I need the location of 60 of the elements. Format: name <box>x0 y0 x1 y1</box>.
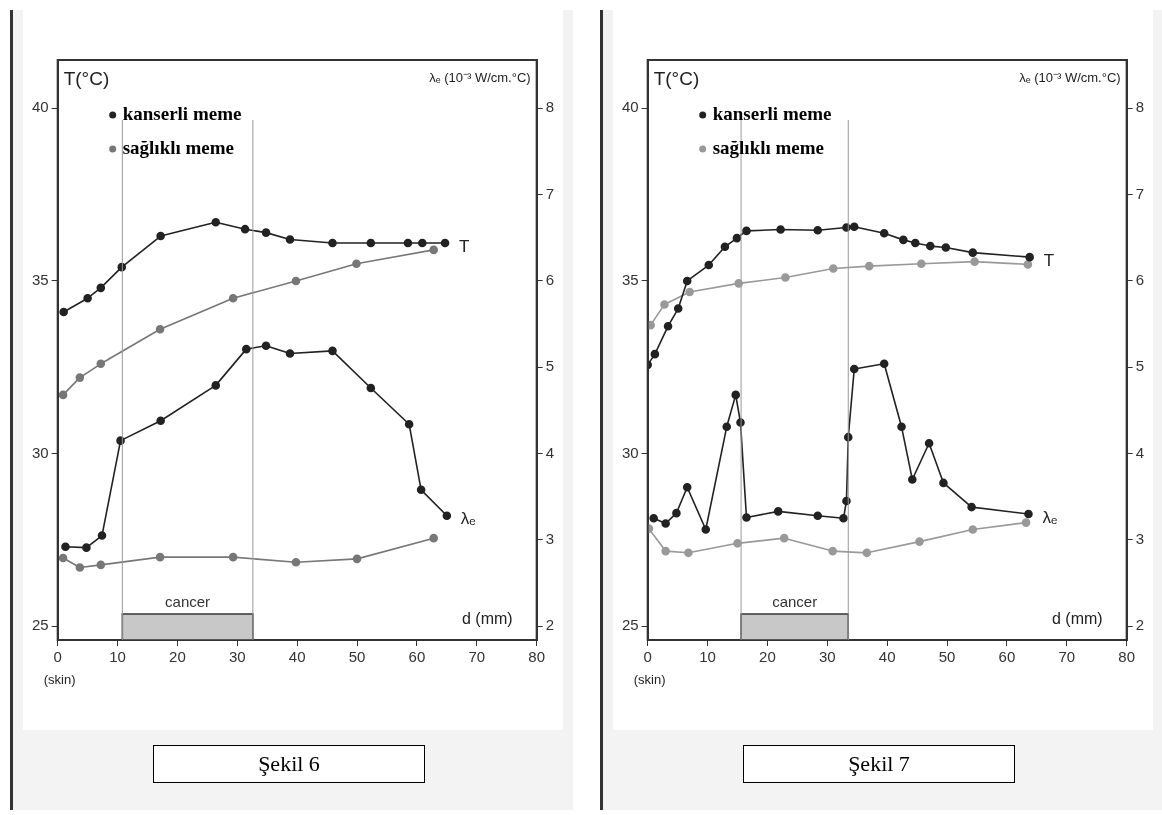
y-tick-label: 35 <box>622 271 639 289</box>
x-tick-label: 20 <box>759 648 776 666</box>
y-tick-label: 30 <box>32 443 49 461</box>
x-tick-label: 50 <box>348 648 366 666</box>
x-tick-label: 70 <box>1058 648 1076 666</box>
y-tick-label: 40 <box>32 98 49 116</box>
x-tick-label: 80 <box>1118 648 1135 666</box>
x-tick-label: 60 <box>998 648 1016 666</box>
y-tick-label: 35 <box>32 271 49 289</box>
y-tick-label: 25 <box>622 616 639 634</box>
legend-label: sağlıklı meme <box>122 136 235 158</box>
legend-label: kanserli meme <box>122 102 242 124</box>
y2-tick-label: 6 <box>1135 271 1144 289</box>
y2-tick-label: 2 <box>1135 616 1144 634</box>
y2-tick-label: 3 <box>545 530 554 548</box>
y2-tick-label: 5 <box>545 357 554 375</box>
annotation: T <box>1043 250 1055 270</box>
y2-tick-label: 4 <box>545 443 554 461</box>
x-tick-label: 10 <box>699 648 716 666</box>
x-tick-label: 80 <box>528 648 545 666</box>
band-label: cancer <box>772 592 818 610</box>
y2-tick-label: 2 <box>545 616 554 634</box>
legend-label: sağlıklı meme <box>712 136 825 158</box>
x-tick-label: 50 <box>938 648 956 666</box>
x-tick-label: 20 <box>169 648 186 666</box>
y2-tick-label: 5 <box>1135 357 1144 375</box>
y-tick-label: 25 <box>32 616 49 634</box>
x-tick-label: 10 <box>109 648 126 666</box>
y2-tick-label: 3 <box>1135 530 1144 548</box>
band-label: cancer <box>165 592 211 610</box>
y2-axis-title: λₑ (10⁻³ W/cm.°C) <box>429 70 531 86</box>
y2-tick-label: 8 <box>1135 98 1144 116</box>
x-tick-label: 30 <box>228 648 246 666</box>
y-tick-label: 40 <box>622 98 639 116</box>
x-tick-label: 70 <box>468 648 486 666</box>
annotation: λₑ <box>460 509 476 529</box>
x-axis-title: d (mm) <box>462 610 513 628</box>
x-tick-label: 60 <box>408 648 426 666</box>
text: (skin) <box>633 672 666 688</box>
y2-tick-label: 7 <box>1135 184 1144 202</box>
y2-tick-label: 8 <box>545 98 554 116</box>
y-axis-title: T(°C) <box>63 67 110 89</box>
y2-tick-label: 6 <box>545 271 554 289</box>
legend-label: kanserli meme <box>712 102 832 124</box>
x-axis-title: d (mm) <box>1052 610 1103 628</box>
text: Şekil 7 <box>743 745 1015 783</box>
x-tick-label: 0 <box>643 648 652 666</box>
text: (skin) <box>43 672 76 688</box>
y2-axis-title: λₑ (10⁻³ W/cm.°C) <box>1019 70 1121 86</box>
y-axis-title: T(°C) <box>653 67 700 89</box>
y2-tick-label: 7 <box>545 184 554 202</box>
annotation: λₑ <box>1042 507 1058 527</box>
x-tick-label: 40 <box>288 648 306 666</box>
text: Şekil 6 <box>153 745 425 783</box>
y-tick-label: 30 <box>622 443 639 461</box>
x-tick-label: 30 <box>818 648 836 666</box>
x-tick-label: 40 <box>878 648 896 666</box>
x-tick-label: 0 <box>53 648 62 666</box>
annotation: T <box>459 236 470 256</box>
y2-tick-label: 4 <box>1135 443 1144 461</box>
